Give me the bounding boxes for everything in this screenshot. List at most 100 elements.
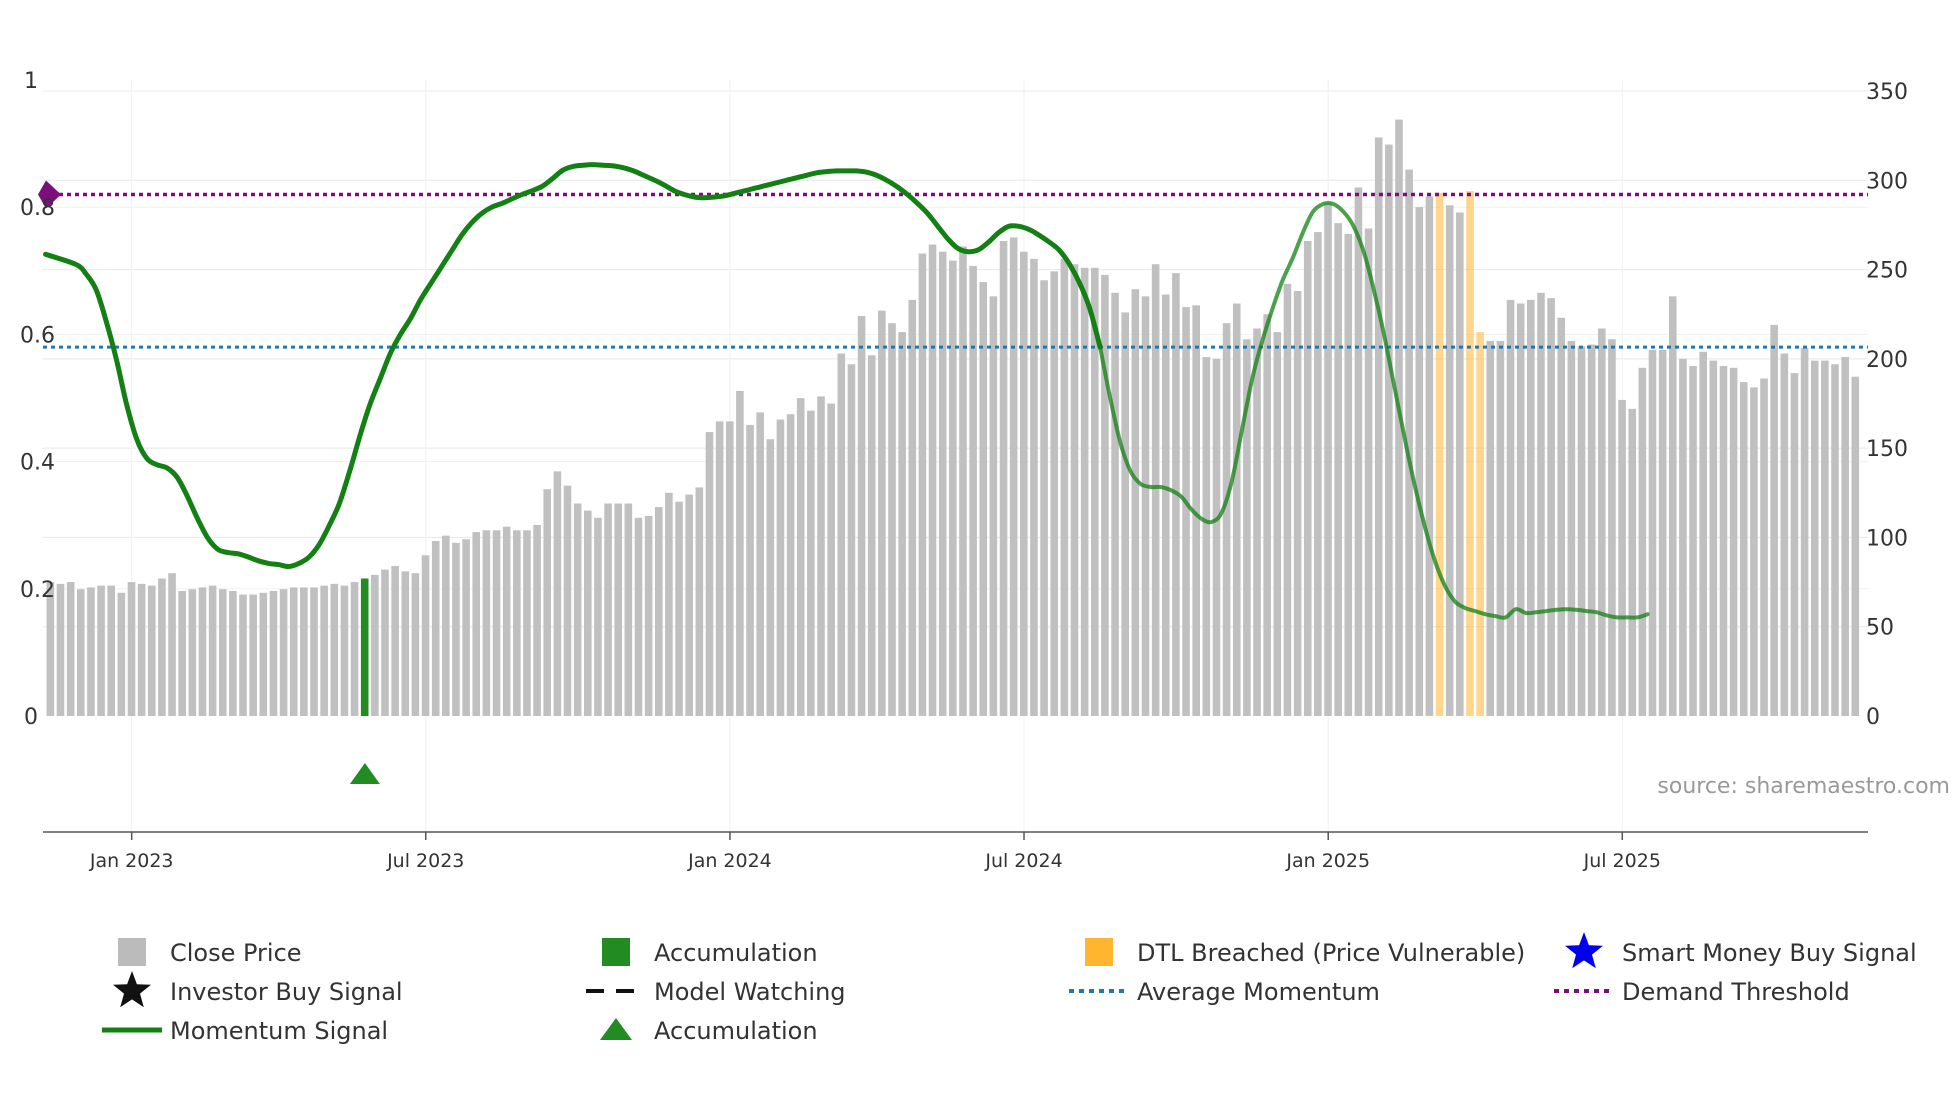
close-price-bar [1496,341,1505,716]
close-price-bar [867,355,876,716]
close-price-bar [1324,203,1332,716]
close-price-bar [1456,212,1464,716]
close-price-bar [1506,299,1515,716]
right-tick-label: 50 [1866,616,1894,641]
close-price-bar [1780,353,1789,716]
close-price-bar [705,432,714,716]
signal-markers [349,763,380,784]
close-price-bar [1800,348,1809,716]
close-price-bar [158,578,166,716]
close-price-bar [218,589,227,716]
close-price-bar [1699,351,1707,716]
close-price-bar [654,507,663,716]
close-price-bar [208,585,217,716]
right-tick-label: 350 [1866,80,1908,105]
close-price-bar [928,244,937,717]
left-tick-label: 0.4 [20,451,55,476]
close-price-bar [1537,292,1545,716]
legend-label: Model Watching [654,978,846,1006]
close-price-bar [573,503,582,716]
x-tick-label: Jul 2023 [386,850,464,872]
left-tick-label: 0.2 [20,578,55,603]
close-price-bar [979,282,988,716]
close-price-bar [46,582,55,716]
close-price-bar [695,487,704,716]
close-price-bar [1202,357,1211,716]
close-price-bar [827,403,835,716]
close-price-bar [1425,196,1434,716]
close-price-bar [1293,291,1302,716]
close-price-bar [1445,205,1454,717]
right-tick-label: 300 [1866,169,1908,194]
bar-dtl_breached [1476,332,1484,716]
close-price-bar [66,582,75,716]
close-price-bar [320,585,328,716]
close-price-bar [766,439,775,716]
close-price-bar [1212,358,1221,716]
x-tick-label: Jan 2024 [687,850,772,872]
close-price-bar [1385,144,1393,717]
close-price-bar [452,542,460,716]
accumulation-marker [349,763,380,784]
legend-label: Average Momentum [1137,978,1380,1006]
bar-dtl_breached [1435,192,1444,717]
right-tick-label: 200 [1866,348,1908,373]
close-price-bar [786,414,795,716]
axes: Jan 2023 Jul 2023 Jan 2024 Jul 2024 Jan 2025… [20,69,1908,872]
close-price-bar [999,241,1008,716]
close-price-bar [1689,366,1697,716]
close-price-bar [279,589,288,716]
momentum-signal-line [43,162,1103,570]
legend-item-average_momentum: Average Momentum [1069,978,1380,1006]
close-price-bar [725,421,734,716]
close-price-bar [421,555,430,716]
bar-accumulation [360,578,369,716]
close-price-bar [1151,264,1160,716]
close-price-bar [76,589,85,716]
close-price-bar [1090,267,1099,716]
close-price-bar [1679,358,1687,716]
close-price-bar [675,501,683,716]
close-price-bar [513,530,521,716]
close-price-bar [1364,228,1373,716]
right-tick-label: 0 [1866,705,1880,730]
close-price-bar [492,530,501,716]
legend-item-investor_buy: Investor Buy Signal [113,971,403,1008]
star-icon [1565,932,1603,969]
close-price-bar [807,410,815,716]
close-price-bar [1648,349,1657,716]
close-price-bar [1628,408,1637,716]
right-tick-label: 100 [1866,526,1908,551]
legend-item-momentum_signal: Momentum Signal [102,1017,388,1045]
close-price-bar [1790,373,1799,716]
close-price-bar [634,517,643,716]
close-price-bar [1374,137,1383,716]
close-price-bar [1232,303,1241,716]
demand-threshold-marker [38,180,61,209]
close-price-bar [310,587,318,716]
close-price-bar [259,592,268,716]
left-tick-label: 0.6 [20,323,55,348]
triangle-icon [600,1018,632,1040]
close-price-bar [614,503,623,716]
close-price-bar [1141,296,1150,716]
close-price-bar [878,310,886,716]
close-price-bar [330,583,339,716]
close-price-bar [411,573,420,716]
legend-swatch [1085,938,1113,966]
close-price-bar [1253,328,1261,716]
close-price-bar [553,471,562,716]
close-price-bar [107,585,116,716]
close-price-bar [472,532,481,716]
close-price-bar [147,585,156,716]
close-price-bar [137,583,146,716]
close-price-bar [918,253,927,716]
close-price-bar [1851,376,1860,716]
close-price-bar [989,296,998,716]
close-price-bar [340,585,349,716]
close-price-bar [1243,339,1251,716]
close-price-bar [1739,382,1748,716]
close-price-bar [1810,360,1819,716]
momentum-signal-line-late [1098,201,1650,620]
